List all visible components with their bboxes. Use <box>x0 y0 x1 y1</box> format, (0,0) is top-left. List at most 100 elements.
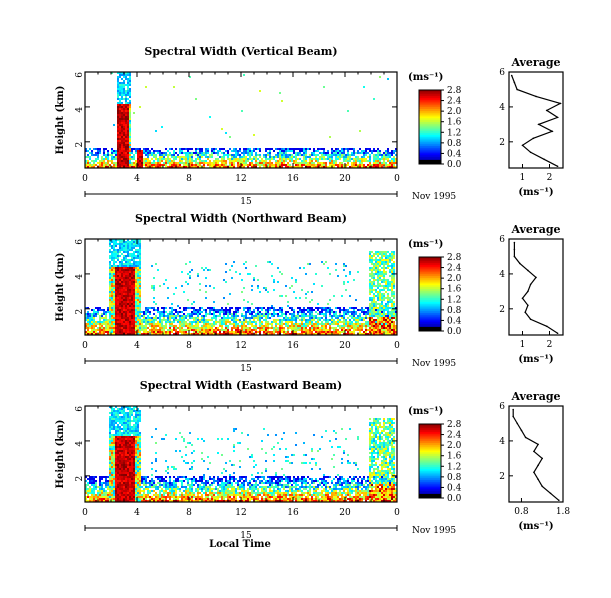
heatmap-cell <box>193 327 195 329</box>
heatmap-cell <box>129 80 131 82</box>
heatmap-cell <box>115 152 117 154</box>
heatmap-cell <box>151 327 153 329</box>
heatmap-cell <box>277 281 279 283</box>
heatmap-cell <box>351 164 353 166</box>
heatmap-cell <box>125 138 127 140</box>
heatmap-cell <box>109 462 111 464</box>
heatmap-cell <box>115 480 117 482</box>
heatmap-cell <box>121 281 123 283</box>
heatmap-cell <box>209 309 211 311</box>
heatmap-cell <box>381 311 383 313</box>
heatmap-cell <box>99 492 101 494</box>
colorbar-tick-label: 2.8 <box>447 253 462 263</box>
heatmap-cell <box>149 329 151 331</box>
heatmap-cell <box>201 152 203 154</box>
heatmap-cell <box>317 323 319 325</box>
heatmap-cell <box>199 152 201 154</box>
heatmap-cell <box>325 158 327 160</box>
heatmap-cell <box>231 307 233 309</box>
heatmap-cell <box>395 333 397 335</box>
heatmap-cell <box>317 309 319 311</box>
heatmap-cell <box>183 307 185 309</box>
heatmap-cell <box>151 317 153 319</box>
heatmap-cell <box>383 315 385 317</box>
heatmap-cell <box>121 410 123 412</box>
heatmap-cell <box>115 162 117 164</box>
heatmap-cell <box>129 287 131 289</box>
heatmap-cell <box>383 313 385 315</box>
heatmap-cell <box>119 430 121 432</box>
heatmap-cell <box>197 331 199 333</box>
heatmap-cell <box>339 154 341 156</box>
heatmap-cell <box>191 333 193 335</box>
heatmap-cell <box>295 156 297 158</box>
heatmap-cell <box>187 150 189 152</box>
heatmap-cell <box>361 166 363 168</box>
heatmap-cell <box>129 140 131 142</box>
heatmap-cell <box>377 333 379 335</box>
heatmap-cell <box>183 291 185 293</box>
heatmap-cell <box>375 311 377 313</box>
heatmap-cell <box>113 273 115 275</box>
heatmap-cell <box>115 329 117 331</box>
heatmap-cell <box>345 164 347 166</box>
heatmap-cell <box>307 315 309 317</box>
heatmap-cell <box>109 484 111 486</box>
heatmap-cell <box>191 166 193 168</box>
heatmap-cell <box>363 154 365 156</box>
heatmap-cell <box>129 134 131 136</box>
heatmap-cell <box>135 331 137 333</box>
heatmap-cell <box>267 315 269 317</box>
heatmap-cell <box>377 309 379 311</box>
heatmap-cell <box>165 311 167 313</box>
heatmap-cell <box>385 166 387 168</box>
heatmap-cell <box>333 327 335 329</box>
heatmap-cell <box>115 428 117 430</box>
heatmap-cell <box>223 311 225 313</box>
heatmap-cell <box>89 498 91 500</box>
heatmap-cell <box>121 450 123 452</box>
heatmap-cell <box>393 158 395 160</box>
heatmap-cell <box>129 124 131 126</box>
heatmap-cell <box>341 317 343 319</box>
heatmap-cell <box>355 307 357 309</box>
heatmap-cell <box>295 325 297 327</box>
heatmap-cell <box>117 120 119 122</box>
heatmap-cell <box>227 313 229 315</box>
heatmap-cell <box>291 154 293 156</box>
heatmap-cell <box>95 500 97 502</box>
heatmap-cell <box>153 289 155 291</box>
heatmap-cell <box>109 416 111 418</box>
heatmap-cell <box>133 156 135 158</box>
heatmap-cell <box>133 307 135 309</box>
heatmap-cell <box>259 327 261 329</box>
heatmap-cell <box>279 315 281 317</box>
heatmap-cell <box>361 156 363 158</box>
heatmap-cell <box>365 313 367 315</box>
heatmap-cell <box>231 166 233 168</box>
heatmap-cell <box>131 164 133 166</box>
heatmap-cell <box>261 315 263 317</box>
heatmap-cell <box>137 331 139 333</box>
heatmap-cell <box>205 150 207 152</box>
heatmap-cell <box>211 150 213 152</box>
heatmap-cell <box>297 164 299 166</box>
heatmap-cell <box>295 333 297 335</box>
heatmap-cell <box>135 261 137 263</box>
colorbar-swatch <box>419 117 441 121</box>
heatmap-cell <box>111 295 113 297</box>
heatmap-cell <box>115 251 117 253</box>
heatmap-cell <box>381 321 383 323</box>
heatmap-cell <box>243 333 245 335</box>
heatmap-cell <box>355 319 357 321</box>
heatmap-cell <box>85 490 87 492</box>
heatmap-cell <box>363 331 365 333</box>
heatmap-cell <box>125 249 127 251</box>
heatmap-cell <box>371 315 373 317</box>
heatmap-cell <box>255 156 257 158</box>
heatmap-cell <box>323 331 325 333</box>
heatmap-cell <box>91 321 93 323</box>
heatmap-cell <box>111 452 113 454</box>
heatmap-cell <box>109 470 111 472</box>
heatmap-cell <box>235 323 237 325</box>
